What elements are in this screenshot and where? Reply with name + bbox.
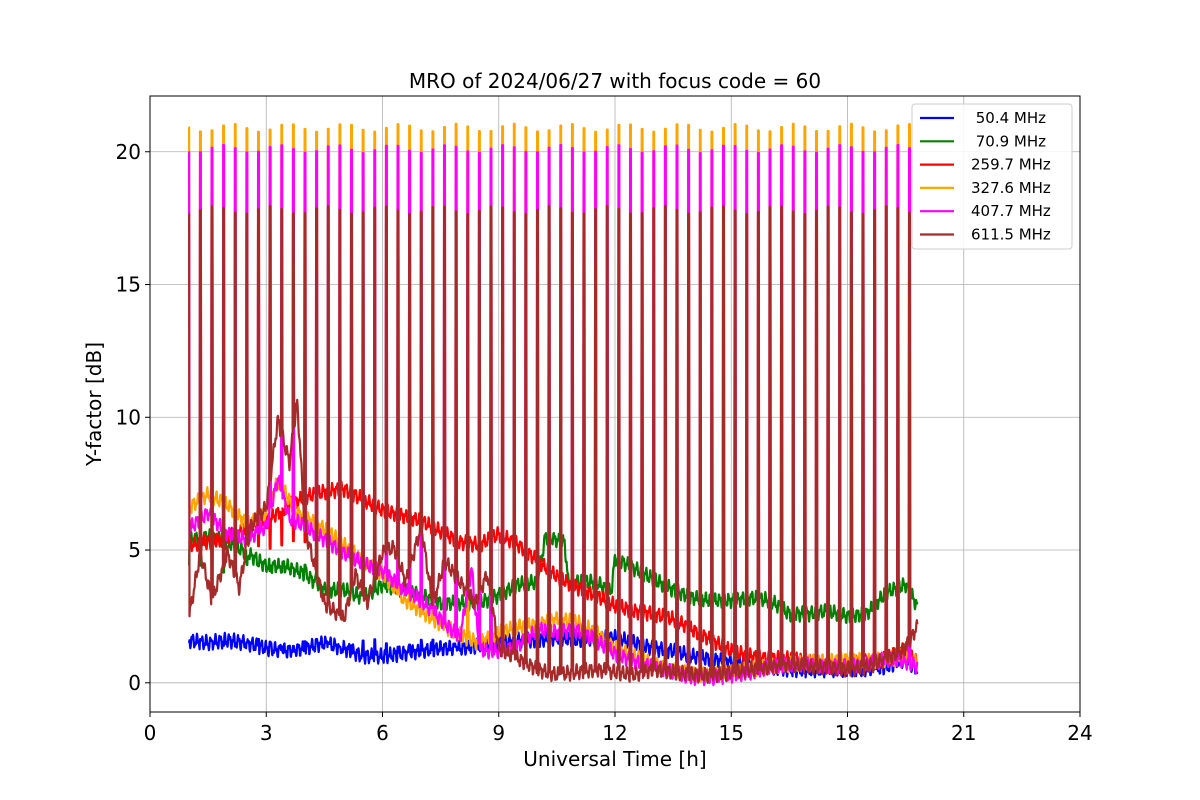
x-tick-label: 24 xyxy=(1067,721,1092,745)
legend-item: 407.7 MHz xyxy=(920,202,1051,220)
legend-label: 327.6 MHz xyxy=(971,179,1051,197)
legend-label: 70.9 MHz xyxy=(971,132,1046,150)
series-line xyxy=(188,528,919,625)
legend-item: 50.4 MHz xyxy=(920,109,1046,127)
series-line xyxy=(188,205,919,684)
legend-label: 259.7 MHz xyxy=(971,156,1051,174)
x-tick-label: 6 xyxy=(376,721,389,745)
x-axis-label: Universal Time [h] xyxy=(523,747,706,771)
plot-series xyxy=(188,122,919,687)
y-axis-label: Y-factor [dB] xyxy=(82,342,106,467)
legend-label: 407.7 MHz xyxy=(971,202,1051,220)
x-tick-label: 3 xyxy=(260,721,273,745)
y-tick-label: 15 xyxy=(116,273,141,297)
x-tick-label: 18 xyxy=(835,721,860,745)
x-tick-label: 15 xyxy=(719,721,744,745)
legend-item: 327.6 MHz xyxy=(920,179,1051,197)
y-tick-label: 5 xyxy=(128,538,141,562)
legend-item: 70.9 MHz xyxy=(920,132,1046,150)
legend-item: 259.7 MHz xyxy=(920,156,1051,174)
legend: 50.4 MHz 70.9 MHz 259.7 MHz 327.6 MHz 407.7… xyxy=(911,103,1073,250)
y-tick-label: 0 xyxy=(128,671,141,695)
series-611-5-MHz xyxy=(188,205,919,684)
y-tick-label: 20 xyxy=(116,140,141,164)
legend-label: 611.5 MHz xyxy=(971,226,1051,244)
legend-label: 50.4 MHz xyxy=(971,109,1046,127)
x-tick-label: 0 xyxy=(144,721,157,745)
legend-item: 611.5 MHz xyxy=(920,226,1051,244)
series-70-9-MHz xyxy=(188,528,919,625)
x-tick-label: 12 xyxy=(602,721,627,745)
y-tick-label: 10 xyxy=(116,405,141,429)
axis-ticks: 0 3 6 9 12 15 18 21 24 0 5 10 15 20 xyxy=(116,140,1093,745)
x-tick-label: 9 xyxy=(492,721,505,745)
x-tick-label: 21 xyxy=(951,721,976,745)
chart-title: MRO of 2024/06/27 with focus code = 60 xyxy=(409,69,821,93)
